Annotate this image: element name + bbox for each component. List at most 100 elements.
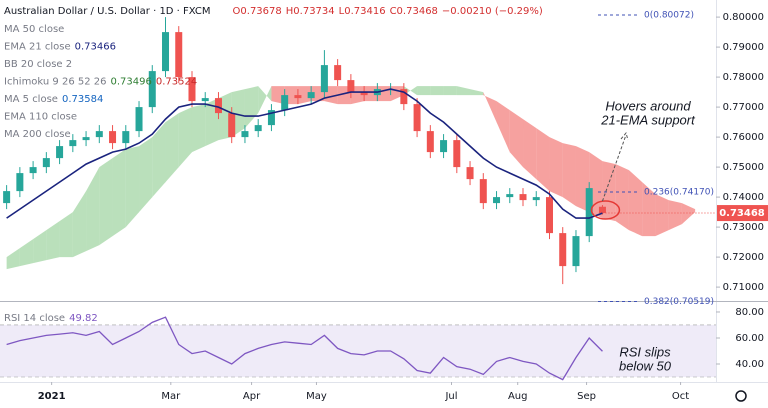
- x-tick-label: Apr: [243, 391, 261, 402]
- rsi-legend: RSI 14 close 49.82: [4, 313, 98, 324]
- settings-icon[interactable]: [735, 390, 747, 402]
- y-tick-label: 60.00: [735, 333, 764, 344]
- fib-label: 0.236(0.74170): [644, 188, 714, 198]
- cloud-segment: [642, 182, 656, 237]
- indicator-name: EMA 110 close: [4, 112, 77, 123]
- quote: O0.73678: [233, 6, 282, 17]
- indicator-value: 0.73524: [156, 77, 197, 88]
- annotation: RSI slips: [619, 344, 671, 359]
- candle-body: [360, 92, 368, 96]
- indicator-legend: MA 50 close: [4, 24, 64, 35]
- indicator-name: BB 20 close 2: [4, 59, 72, 70]
- y-tick-label: 0.79000: [723, 42, 764, 53]
- cloud-segment: [139, 137, 153, 213]
- highlight-ring: [590, 200, 621, 220]
- fib-label: 0.382(0.70519): [644, 297, 714, 307]
- rsi-line: [6, 316, 603, 381]
- cloud-segment: [99, 158, 113, 246]
- candle-body: [254, 125, 262, 132]
- y-tick-label: 0.72000: [723, 252, 764, 263]
- cloud-segment: [483, 92, 497, 123]
- candle-body: [228, 113, 236, 138]
- candle-body: [214, 98, 222, 114]
- x-tick-label: Oct: [672, 391, 689, 402]
- y-tick-label: 40.00: [735, 359, 764, 370]
- candle-body: [281, 95, 289, 111]
- cloud-segment: [152, 122, 166, 198]
- cloud-segment: [668, 200, 682, 231]
- candle-body: [42, 158, 50, 168]
- chart-title: Australian Dollar / U.S. Dollar · 1D · F…: [4, 6, 211, 17]
- last-price-label: 0.73468: [719, 208, 765, 219]
- candle-body: [585, 188, 593, 237]
- x-tick-label: Jul: [444, 391, 457, 402]
- cloud-segment: [562, 143, 576, 207]
- cloud-segment: [456, 86, 471, 96]
- indicator-legend: EMA 110 close: [4, 112, 77, 123]
- indicator-name: Ichimoku 9 26 52 26: [4, 77, 107, 88]
- quote: C0.73468: [390, 6, 438, 17]
- cloud-segment: [72, 191, 87, 258]
- cloud-segment: [523, 119, 537, 180]
- candle-body: [545, 197, 553, 234]
- indicator-value: 0.73496: [111, 77, 152, 88]
- y-tick-label: 0.76000: [723, 132, 764, 143]
- candle-body: [307, 92, 315, 99]
- price-pane: 0.80000 0.79000 0.78000 0.77000 0.76000 0.750…: [3, 12, 764, 293]
- candle-body: [267, 110, 275, 126]
- cloud-segment: [244, 86, 259, 129]
- candle-body: [175, 32, 183, 78]
- candle-body: [95, 131, 103, 138]
- cloud-segment: [628, 170, 643, 237]
- cloud-segment: [59, 212, 73, 258]
- annotation: 21-EMA support: [600, 112, 696, 127]
- indicator-legend: Ichimoku 9 26 52 26 0.73496 0.73524: [4, 77, 197, 88]
- y-tick-label: 0.78000: [723, 72, 764, 83]
- cloud-segment: [178, 107, 192, 168]
- candle-body: [188, 77, 196, 102]
- rsi-value: 49.82: [69, 313, 98, 324]
- candle-body: [598, 206, 606, 214]
- candle-body: [506, 194, 514, 198]
- cloud-segment: [112, 149, 126, 237]
- cloud-segment: [417, 86, 431, 96]
- cloud-segment: [602, 161, 616, 222]
- cloud-segment: [549, 137, 563, 198]
- indicator-name: MA 5 close: [4, 94, 58, 105]
- x-tick-label: 2021: [38, 391, 66, 402]
- cloud-segment: [125, 146, 140, 228]
- cloud-segment: [430, 86, 444, 96]
- candle-body: [400, 89, 408, 105]
- candle-body: [413, 104, 421, 132]
- cloud-segment: [19, 239, 34, 267]
- quote: L0.73416: [339, 6, 386, 17]
- cloud-segment: [258, 86, 272, 114]
- candle-body: [559, 233, 567, 267]
- candle-body: [466, 167, 474, 180]
- quote: H0.73734: [286, 6, 335, 17]
- candle-body: [29, 167, 37, 174]
- cloud-segment: [46, 221, 60, 261]
- candle-body: [294, 95, 302, 99]
- y-tick-label: 0.77000: [723, 102, 764, 113]
- overlay: 0(0.80072) 0.236(0.74170) 0.382(0.70519) 0.…: [4, 6, 768, 373]
- cloud-segment: [443, 86, 457, 96]
- x-tick-label: Mar: [161, 391, 181, 402]
- y-tick-label: 80.00: [735, 307, 764, 318]
- cloud-segment: [6, 248, 20, 270]
- y-tick-label: 0.71000: [723, 282, 764, 293]
- candle-body: [3, 191, 11, 204]
- ema-line: [6, 88, 603, 219]
- candle-body: [69, 140, 77, 147]
- cloud-segment: [496, 101, 510, 153]
- indicator-legend: BB 20 close 2: [4, 59, 72, 70]
- cloud-segment: [165, 113, 179, 183]
- cloud-segment: [655, 194, 669, 237]
- indicator-legend: MA 200 close: [4, 129, 71, 140]
- cloud-segment: [86, 167, 100, 252]
- rsi-band: [0, 324, 716, 378]
- candle-body: [320, 65, 328, 93]
- y-tick-label: 0.80000: [723, 12, 764, 23]
- indicator-name: MA 200 close: [4, 129, 71, 140]
